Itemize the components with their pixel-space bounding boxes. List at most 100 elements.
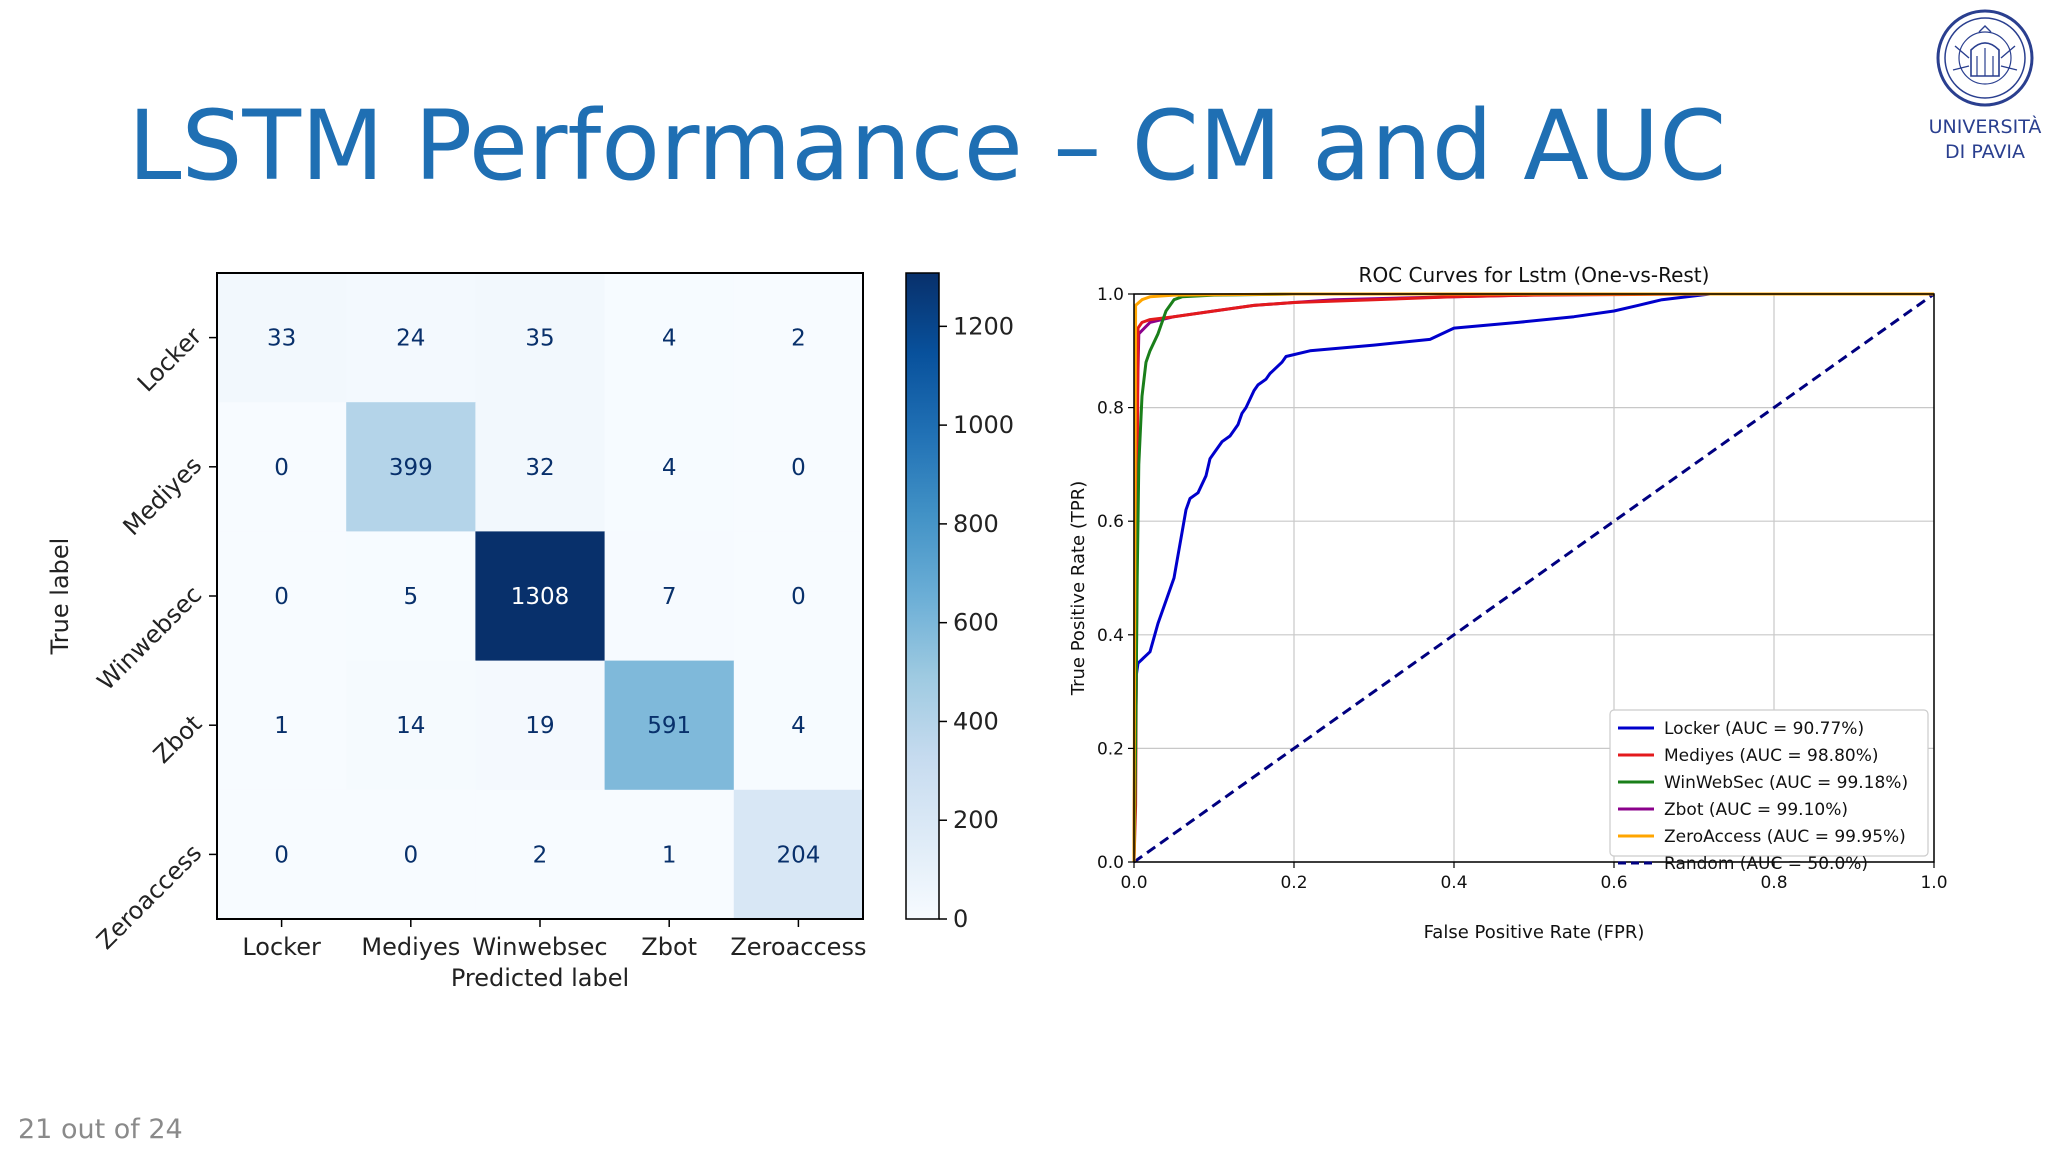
cm-y-tick-label: Mediyes: [118, 451, 208, 541]
cm-x-tick-label: Locker: [242, 933, 321, 961]
cm-cell: [733, 660, 864, 791]
roc-x-tick-label: 0.6: [1600, 873, 1627, 893]
roc-y-tick-label: 0.0: [1097, 853, 1124, 873]
cm-cell-value: 0: [274, 455, 289, 481]
university-seal-icon: UNIVERSITÀ DI PAVIA: [1929, 9, 2042, 163]
cm-y-tick-label: Winwebsec: [92, 580, 207, 695]
cm-x-tick-label: Winwebsec: [472, 933, 607, 961]
cm-x-tick-label: Zeroaccess: [730, 933, 866, 961]
cm-cell-value: 1: [274, 713, 289, 739]
roc-x-tick-label: 0.4: [1440, 873, 1467, 893]
cm-colorbar-tick-label: 400: [953, 707, 999, 735]
roc-plot-frame: [1133, 293, 1935, 863]
cm-cell-value: 0: [791, 584, 806, 610]
cm-cell-value: 33: [267, 326, 296, 352]
cm-cell-value: 24: [396, 326, 425, 352]
cm-cell: [346, 660, 476, 791]
roc-legend-label: Locker (AUC = 90.77%): [1664, 719, 1864, 739]
cm-cell-value: 4: [662, 455, 677, 481]
cm-cell: [346, 273, 476, 403]
cm-cell: [475, 402, 606, 532]
cm-colorbar-tick-label: 200: [953, 806, 999, 834]
cm-x-axis-label: Predicted label: [451, 964, 629, 992]
roc-x-tick-label: 0.0: [1120, 873, 1147, 893]
cm-cell-value: 0: [791, 455, 806, 481]
cm-cell-value: 35: [525, 326, 554, 352]
cm-cell: [604, 531, 735, 662]
cm-cell-value: 4: [791, 713, 806, 739]
cm-cell: [346, 402, 476, 532]
cm-y-axis-label: True label: [46, 538, 74, 656]
logo-text-line1: UNIVERSITÀ: [1929, 115, 2042, 138]
cm-cell: [346, 531, 476, 662]
cm-cell-value: 0: [274, 842, 289, 868]
cm-cell: [733, 789, 864, 920]
roc-x-tick-label: 1.0: [1920, 873, 1947, 893]
cm-x-tick-label: Mediyes: [361, 933, 460, 961]
cm-cell: [604, 660, 735, 791]
cm-cell: [475, 789, 606, 920]
cm-cell: [475, 531, 606, 662]
page-number: 21 out of 24: [18, 1114, 183, 1145]
roc-y-tick-label: 0.4: [1097, 626, 1124, 646]
roc-legend-box: [1609, 709, 1929, 857]
cm-y-tick-label: Zbot: [148, 710, 207, 769]
cm-cell: [217, 531, 347, 662]
cm-colorbar-tick-label: 800: [953, 510, 999, 538]
cm-cell-value: 14: [396, 713, 425, 739]
logo-text-line2: DI PAVIA: [1945, 141, 2025, 163]
cm-cell: [217, 402, 347, 532]
cm-cell-value: 7: [662, 584, 677, 610]
cm-colorbar-ticks: 0 200 400 600 800 1000 1200: [939, 312, 1014, 933]
roc-x-tick-label: 0.8: [1760, 873, 1787, 893]
cm-colorbar-tick-label: 0: [953, 905, 968, 933]
roc-legend: Locker (AUC = 90.77%) Mediyes (AUC = 98.8…: [1609, 709, 1929, 874]
cm-cell-value: 32: [525, 455, 554, 481]
cm-cell-value: 0: [274, 584, 289, 610]
cm-cell-value: 0: [403, 842, 418, 868]
cm-cell-value: 204: [776, 842, 820, 868]
cm-cell: [604, 402, 735, 532]
cm-cell-value: 2: [791, 326, 806, 352]
cm-cell-value: 1: [662, 842, 677, 868]
university-logo: UNIVERSITÀ DI PAVIA: [1925, 6, 2045, 176]
roc-series-line: [1133, 292, 1935, 864]
roc-legend-label: ZeroAccess (AUC = 99.95%): [1664, 827, 1906, 847]
cm-cell: [604, 273, 735, 403]
cm-y-tick-label: Zeroaccess: [91, 839, 207, 955]
roc-title: ROC Curves for Lstm (One-vs-Rest): [1359, 263, 1710, 287]
roc-series-line: [1132, 292, 1934, 863]
confusion-matrix-chart: 33 24 35 4 20 399 32 4 00 5 1308 7 01 14 19 591 40 0 2 1 204…: [46, 272, 1014, 992]
cm-cell: [475, 660, 606, 791]
cm-cell-value: 591: [647, 713, 691, 739]
roc-y-tick-label: 0.8: [1097, 399, 1124, 419]
cm-cell-value: 4: [662, 326, 677, 352]
roc-curve-chart: ROC Curves for Lstm (One-vs-Rest) 0.0 0.2…: [1068, 263, 1948, 943]
cm-colorbar-tick-label: 1000: [953, 411, 1014, 439]
roc-series-line: [1132, 292, 1934, 863]
cm-colorbar: [905, 272, 940, 920]
cm-cells: 33 24 35 4 2 0 399 32 4 0 0 5 1308 7 0 1 14 19 591 4 0 0 2 1 204: [217, 273, 864, 920]
cm-cell-value: 19: [525, 713, 554, 739]
cm-cell-value: 399: [389, 455, 433, 481]
cm-cell: [475, 273, 606, 403]
cm-cell: [733, 531, 864, 662]
roc-x-tick-label: 0.2: [1280, 873, 1307, 893]
roc-lines: [1132, 292, 1935, 864]
cm-cell-value: 5: [403, 584, 418, 610]
cm-colorbar-tick-label: 600: [953, 609, 999, 637]
cm-cell: [733, 273, 864, 403]
roc-legend-label: Mediyes (AUC = 98.80%): [1664, 746, 1879, 766]
roc-legend-label: Zbot (AUC = 99.10%): [1664, 800, 1848, 820]
cm-cell: [217, 273, 347, 403]
cm-colorbar-tick-label: 1200: [953, 312, 1014, 340]
cm-cell: [604, 789, 735, 920]
cm-cell: [217, 660, 347, 791]
roc-y-tick-label: 0.2: [1097, 739, 1124, 759]
cm-x-tick-label: Zbot: [641, 933, 697, 961]
cm-y-tick-label: Locker: [132, 322, 207, 397]
roc-y-tick-label: 0.6: [1097, 512, 1124, 532]
roc-y-axis-label: True Positive Rate (TPR): [1068, 481, 1089, 696]
roc-y-tick-label: 1.0: [1097, 285, 1124, 305]
cm-cell: [217, 789, 347, 920]
